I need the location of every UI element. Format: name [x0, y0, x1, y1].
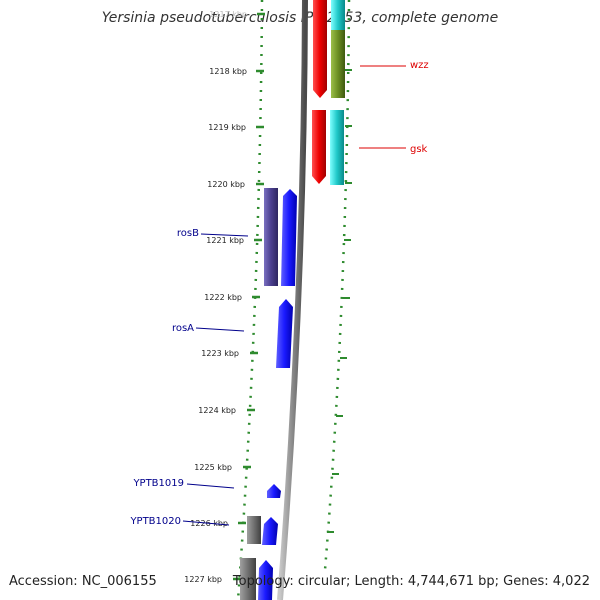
ruler-tick-1218: 1218 kbp [209, 67, 264, 76]
ruler-label: 1225 kbp [194, 463, 232, 472]
ruler-label: 1218 kbp [209, 67, 247, 76]
gene-reverse-top-cyan[interactable] [331, 0, 345, 30]
ruler-tick-1224: 1224 kbp [198, 406, 255, 415]
gene-bottom-partial[interactable] [240, 558, 273, 600]
gene-label: rosA [172, 323, 194, 334]
outer-ring-ticks [327, 69, 352, 533]
ruler-label: 1219 kbp [208, 123, 246, 132]
ruler-label: 1220 kbp [207, 180, 245, 189]
map-title: Yersinia pseudotuberculosis IP 32953, co… [101, 10, 499, 26]
ruler-label: 1221 kbp [206, 236, 244, 245]
ruler-label: 1224 kbp [198, 406, 236, 415]
label-YPTB1019: YPTB1019 [132, 478, 235, 489]
gene-YPTB1019[interactable] [267, 484, 281, 498]
ruler-tick-1221: 1221 kbp [206, 236, 262, 245]
gene-rosB[interactable] [264, 188, 297, 286]
ruler-tick-1217: 1217 kbp [209, 10, 265, 19]
ruler-tick-1227: 1227 kbp [184, 575, 241, 584]
gene-rosA[interactable] [276, 299, 293, 368]
genome-summary-text: Topology: circular; Length: 4,744,671 bp… [232, 574, 590, 589]
label-wzz: wzz [360, 60, 429, 71]
ruler-tick-1220: 1220 kbp [207, 180, 264, 189]
gene-label: gsk [410, 144, 428, 155]
ruler-label: 1222 kbp [204, 293, 242, 302]
gene-gsk-reverse[interactable] [312, 110, 344, 185]
outer-dotted-ring [323, 0, 351, 571]
gene-label: YPTB1020 [129, 516, 181, 527]
ruler-tick-1222: 1222 kbp [204, 293, 260, 302]
genome-backbone [277, 0, 308, 600]
ruler-label: 1227 kbp [184, 575, 222, 584]
gene-YPTB1020[interactable] [247, 516, 278, 545]
gene-label: YPTB1019 [132, 478, 184, 489]
accession-text: Accession: NC_006155 [9, 574, 157, 589]
label-rosB: rosB [177, 228, 249, 239]
label-gsk: gsk [359, 144, 428, 155]
ruler-label: 1223 kbp [201, 349, 239, 358]
ruler-tick-1219: 1219 kbp [208, 123, 264, 132]
ruler-label: 1217 kbp [209, 10, 247, 19]
label-rosA: rosA [172, 323, 245, 334]
ruler-tick-1225: 1225 kbp [194, 463, 251, 472]
ruler-tick-1223: 1223 kbp [201, 349, 258, 358]
ruler-tick-1226: 1226 kbp [190, 519, 246, 528]
gene-label: rosB [177, 228, 199, 239]
gene-label: wzz [410, 60, 429, 71]
label-YPTB1020: YPTB1020 [129, 516, 230, 527]
